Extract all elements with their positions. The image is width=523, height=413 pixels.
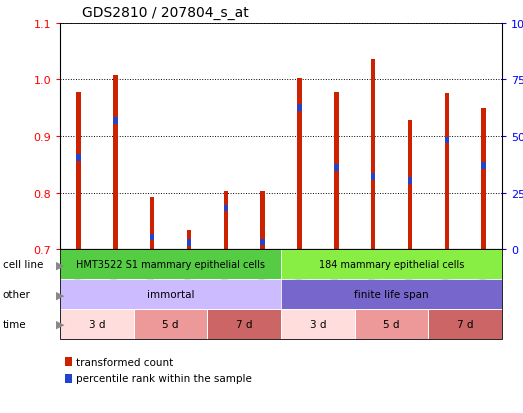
Bar (113, 118, 118, 125)
Bar (113, 76, 118, 250)
Bar (150, 197, 154, 250)
Bar (76, 155, 81, 161)
Bar (297, 78, 302, 250)
Text: time: time (3, 319, 26, 329)
Text: 3 d: 3 d (89, 319, 105, 329)
Bar (76, 93, 81, 250)
Text: 3 d: 3 d (310, 319, 326, 329)
Bar (297, 104, 302, 111)
Text: 7 d: 7 d (236, 319, 253, 329)
Bar (150, 234, 154, 241)
Bar (482, 109, 486, 250)
Bar (134, 309, 208, 339)
Text: other: other (3, 290, 30, 299)
Bar (281, 309, 355, 339)
Bar (60, 309, 134, 339)
Text: ▶: ▶ (56, 290, 64, 299)
Bar (281, 250, 502, 280)
Bar (187, 230, 191, 250)
Bar (445, 137, 449, 144)
Bar (355, 309, 428, 339)
Text: percentile rank within the sample: percentile rank within the sample (76, 373, 252, 383)
Bar (408, 120, 412, 250)
Text: immortal: immortal (147, 290, 195, 299)
Text: GDS2810 / 207804_s_at: GDS2810 / 207804_s_at (82, 6, 249, 20)
Text: 7 d: 7 d (457, 319, 473, 329)
Bar (445, 94, 449, 250)
Bar (260, 239, 265, 246)
Bar (371, 174, 376, 181)
Bar (60, 280, 281, 309)
Bar (334, 93, 338, 250)
Bar (60, 250, 281, 280)
Bar (371, 60, 376, 250)
Text: 5 d: 5 d (162, 319, 179, 329)
Text: 5 d: 5 d (383, 319, 400, 329)
Bar (224, 192, 228, 250)
Text: ▶: ▶ (56, 260, 64, 270)
Text: HMT3522 S1 mammary epithelial cells: HMT3522 S1 mammary epithelial cells (76, 260, 265, 270)
Bar (224, 205, 228, 212)
Text: finite life span: finite life span (354, 290, 429, 299)
Text: 184 mammary epithelial cells: 184 mammary epithelial cells (319, 260, 464, 270)
Bar (281, 280, 502, 309)
Bar (208, 309, 281, 339)
Bar (187, 240, 191, 247)
Bar (334, 165, 338, 172)
Bar (260, 192, 265, 250)
Text: cell line: cell line (3, 260, 43, 270)
Bar (408, 178, 412, 184)
Bar (428, 309, 502, 339)
Text: ▶: ▶ (56, 319, 64, 329)
Bar (482, 163, 486, 169)
Text: transformed count: transformed count (76, 357, 173, 367)
